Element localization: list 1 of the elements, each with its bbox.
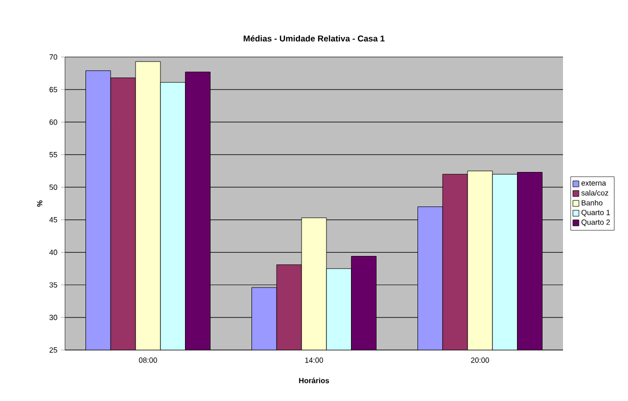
chart-title: Médias - Umidade Relativa - Casa 1 bbox=[244, 35, 385, 42]
